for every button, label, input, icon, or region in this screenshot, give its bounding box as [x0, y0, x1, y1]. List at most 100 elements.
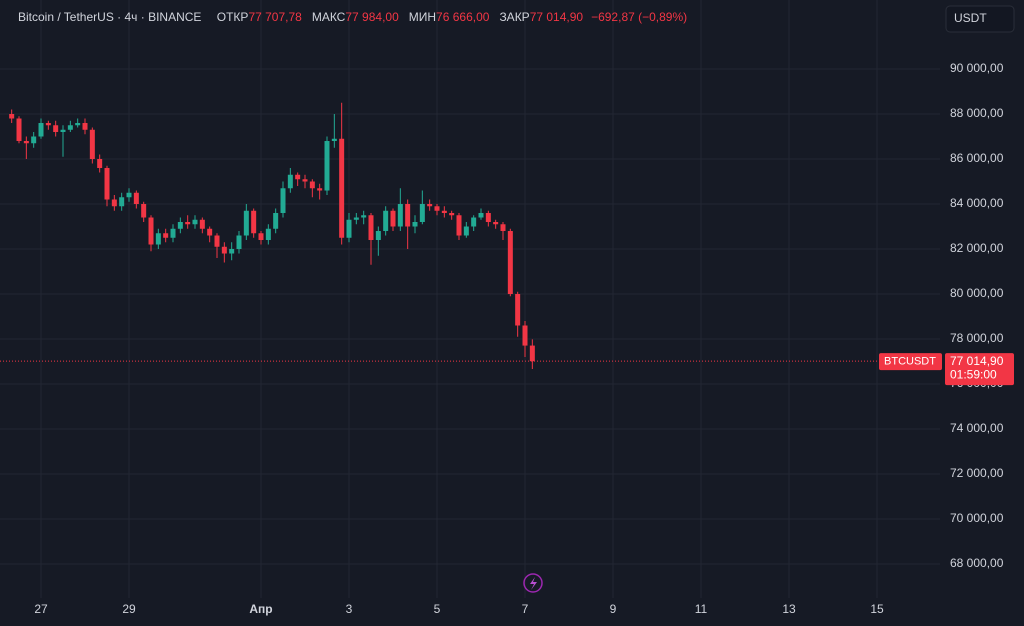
candle-body	[339, 138, 345, 238]
x-tick-label: 27	[34, 602, 48, 616]
candle-body	[368, 215, 374, 241]
x-tick-label: 15	[870, 602, 884, 616]
ohlc-label: МИН	[409, 10, 436, 24]
x-tick-label: 29	[122, 602, 136, 616]
y-tick-label: 74 000,00	[950, 421, 1004, 435]
candle-body	[456, 215, 462, 236]
candle-body	[38, 123, 44, 137]
ohlc-label: ОТКР	[217, 10, 249, 24]
candle-body	[471, 217, 477, 227]
candle-body	[397, 204, 403, 227]
candle-body	[309, 181, 315, 189]
x-tick-label: 7	[522, 602, 529, 616]
y-tick-label: 84 000,00	[950, 196, 1004, 210]
candle-body	[529, 345, 535, 362]
ohlc-label: МАКС	[312, 10, 346, 24]
y-tick-label: 70 000,00	[950, 511, 1004, 525]
x-tick-label: 5	[434, 602, 441, 616]
candle-body	[346, 219, 352, 238]
price-tag	[945, 353, 1014, 386]
y-tick-label: 82 000,00	[950, 241, 1004, 255]
candle-body	[485, 213, 491, 223]
candle-body	[45, 123, 51, 126]
candle-body	[141, 204, 147, 218]
candle-body	[361, 215, 367, 218]
currency[interactable]: USDT	[954, 11, 987, 25]
candle-body	[405, 204, 411, 227]
candle-body	[324, 141, 330, 191]
candle-body	[119, 197, 125, 207]
candle-body	[16, 118, 22, 142]
x-tick-label: 3	[346, 602, 353, 616]
y-tick-label: 90 000,00	[950, 61, 1004, 75]
event-icon[interactable]	[523, 573, 543, 593]
countdown: 01:59:00	[950, 367, 997, 381]
candle-body	[243, 210, 249, 236]
candle-body	[185, 222, 191, 225]
candle-body	[522, 325, 528, 346]
y-tick-label: 80 000,00	[950, 286, 1004, 300]
last-price-label: 77 014,90	[950, 354, 1004, 368]
candle-body	[493, 222, 499, 225]
candle-body	[449, 213, 455, 216]
candle-body	[111, 199, 117, 207]
candle-body	[229, 249, 235, 254]
candle-body	[412, 222, 418, 227]
y-tick-label: 72 000,00	[950, 466, 1004, 480]
candle-body	[317, 188, 323, 191]
candle-body	[31, 136, 37, 144]
candle-body	[500, 224, 506, 232]
candle-body	[287, 174, 293, 189]
candle-body	[148, 217, 154, 245]
candle-body	[67, 125, 73, 130]
candle-body	[177, 222, 183, 229]
candle-body	[331, 138, 337, 142]
change: −692,87 (−0,89%)	[591, 10, 687, 24]
candle-body	[82, 123, 88, 130]
candle-body	[427, 204, 433, 207]
candle-body	[89, 129, 95, 160]
candle-body	[251, 210, 257, 234]
candle-body	[383, 210, 389, 232]
candle-body	[515, 294, 521, 326]
candle-body	[23, 141, 29, 144]
x-tick-label: 9	[610, 602, 617, 616]
candle-body	[97, 159, 103, 169]
ohlc-value: 77 984,00	[345, 10, 399, 24]
y-tick-label: 86 000,00	[950, 151, 1004, 165]
ohlc-value: 77 707,78	[248, 10, 302, 24]
x-tick-label: Апр	[249, 602, 272, 616]
candle-body	[441, 210, 447, 214]
candle-body	[265, 228, 271, 241]
candle-body	[390, 210, 396, 227]
candle-body	[507, 231, 513, 295]
candle-body	[60, 129, 66, 133]
ohlc-value: 77 014,90	[530, 10, 584, 24]
candle-body	[478, 213, 484, 218]
candle-body	[192, 219, 198, 225]
candle-body	[170, 228, 176, 238]
candle-body	[53, 125, 59, 133]
candle-body	[207, 228, 213, 236]
candle-body	[9, 114, 15, 119]
chart-title: Bitcoin / TetherUS · 4ч · BINANCE	[18, 10, 201, 24]
candle-body	[104, 168, 110, 200]
candle-body	[258, 233, 264, 241]
candle-body	[302, 179, 308, 182]
ohlc-value: 76 666,00	[436, 10, 490, 24]
chart-header: Bitcoin / TetherUS · 4ч · BINANCE ОТКР77…	[18, 10, 687, 24]
candle-body	[295, 174, 301, 180]
candle-body	[463, 226, 469, 236]
y-tick-label: 68 000,00	[950, 556, 1004, 570]
candle-body	[280, 188, 286, 214]
candle-body	[199, 219, 205, 229]
candle-body	[155, 233, 161, 245]
currency-button[interactable]	[945, 5, 1015, 33]
symbol-tag	[879, 353, 942, 371]
candle-body	[419, 204, 425, 223]
x-tick-label: 13	[782, 602, 796, 616]
candle-body	[163, 233, 169, 238]
candle-body	[353, 217, 359, 220]
